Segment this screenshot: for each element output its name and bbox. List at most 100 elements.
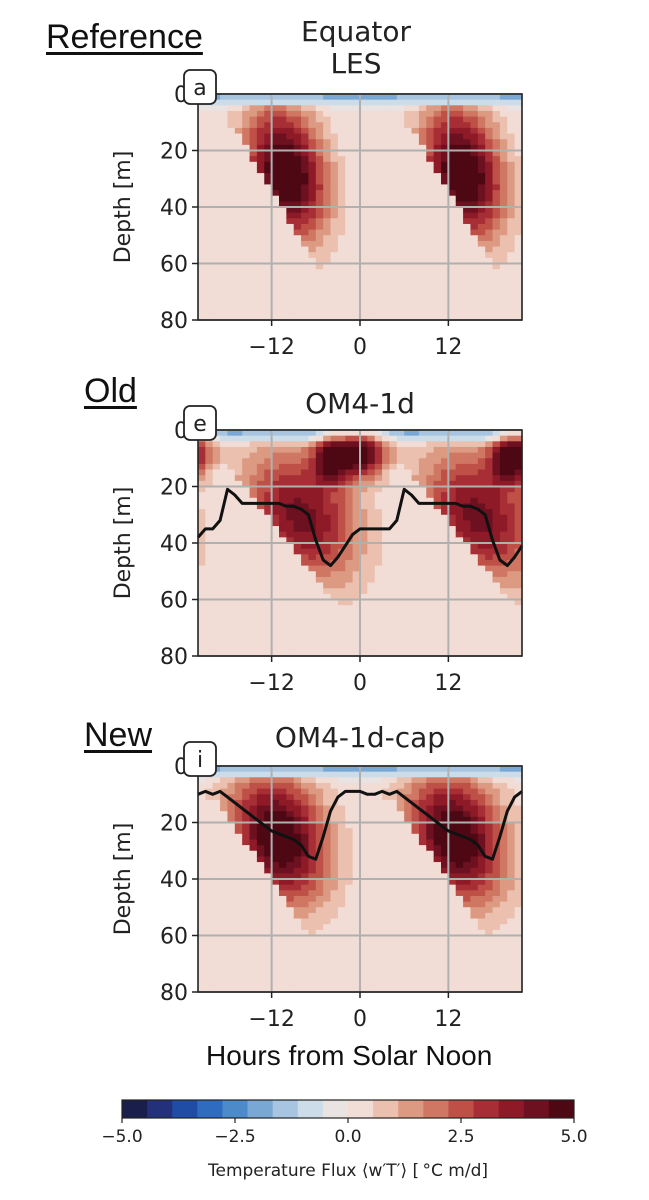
heatmap-cell <box>477 520 486 527</box>
heatmap-cell <box>227 782 236 790</box>
heatmap-cell <box>404 924 413 931</box>
heatmap-cell <box>256 771 265 778</box>
heatmap-cell <box>227 503 236 510</box>
heatmap-cell <box>220 446 229 454</box>
heatmap-cell <box>507 252 516 259</box>
heatmap-cell <box>242 650 251 657</box>
heatmap-cell <box>441 167 449 174</box>
heatmap-cell <box>293 963 302 970</box>
heatmap-cell <box>308 263 317 270</box>
heatmap-cell <box>330 644 339 651</box>
heatmap-cell <box>212 850 221 857</box>
heatmap-cell <box>234 190 243 197</box>
heatmap-cell <box>470 599 479 606</box>
heatmap-cell <box>507 303 516 310</box>
heatmap-cell <box>308 924 317 931</box>
heatmap-cell <box>367 441 376 448</box>
heatmap-cell <box>404 520 413 527</box>
heatmap-cell <box>249 526 258 533</box>
heatmap-cell <box>234 480 243 488</box>
heatmap-cell <box>271 150 280 157</box>
heatmap-cell <box>411 884 420 891</box>
heatmap-cell <box>330 463 339 471</box>
heatmap-cell <box>301 879 310 886</box>
heatmap-cell <box>507 122 516 129</box>
heatmap-cell <box>492 303 501 310</box>
heatmap-cell <box>293 246 302 253</box>
heatmap-cell <box>470 554 479 561</box>
heatmap-cell <box>389 469 398 476</box>
heatmap-cell <box>492 269 501 276</box>
heatmap-cell <box>448 543 457 550</box>
heatmap-cell <box>455 497 464 505</box>
heatmap-cell <box>315 99 324 106</box>
heatmap-cell <box>330 879 339 886</box>
heatmap-cell <box>293 952 302 959</box>
heatmap-cell <box>330 963 339 970</box>
heatmap-cell <box>205 958 214 965</box>
heatmap-cell <box>352 190 361 197</box>
heatmap-cell <box>433 430 442 437</box>
heatmap-cell <box>360 833 368 841</box>
heatmap-cell <box>382 167 391 174</box>
heatmap-cell <box>389 492 398 499</box>
heatmap-cell <box>411 246 420 253</box>
heatmap-cell <box>279 794 287 801</box>
heatmap-cell <box>234 856 243 863</box>
heatmap-cell <box>242 850 251 857</box>
heatmap-cell <box>271 924 280 931</box>
heatmap-cell <box>433 935 442 942</box>
heatmap-cell <box>492 314 501 321</box>
heatmap-cell <box>212 543 221 550</box>
heatmap-cell <box>301 822 310 829</box>
heatmap-cell <box>249 133 258 140</box>
heatmap-cell <box>411 127 420 135</box>
heatmap-cell <box>337 856 346 863</box>
heatmap-cell <box>323 161 332 169</box>
heatmap-cell <box>227 958 236 965</box>
heatmap-cell <box>271 599 280 606</box>
heatmap-cell <box>441 576 449 584</box>
heatmap-cell <box>220 805 229 812</box>
heatmap-cell <box>249 263 258 270</box>
heatmap-cell <box>249 576 258 584</box>
heatmap-cell <box>315 766 324 773</box>
heatmap-cell <box>374 139 383 146</box>
heatmap-cell <box>367 559 376 567</box>
heatmap-cell <box>382 110 391 118</box>
heatmap-cell <box>426 122 435 129</box>
heatmap-cell <box>308 794 317 801</box>
heatmap-cell <box>212 833 221 841</box>
heatmap-cell <box>220 269 229 276</box>
heatmap-cell <box>242 554 251 561</box>
heatmap-cell <box>367 475 376 482</box>
heatmap-cell <box>198 565 206 572</box>
heatmap-cell <box>448 297 457 304</box>
heatmap-cell <box>426 127 435 135</box>
heatmap-cell <box>337 833 346 841</box>
heatmap-cell <box>256 571 265 578</box>
heatmap-cell <box>301 924 310 931</box>
heatmap-cell <box>242 969 251 976</box>
heatmap-cell <box>198 605 206 612</box>
heatmap-cell <box>286 980 295 987</box>
heatmap-cell <box>499 435 508 442</box>
heatmap-cell <box>198 190 206 197</box>
heatmap-cell <box>256 291 265 298</box>
heatmap-cell <box>389 207 398 214</box>
heatmap-cell <box>389 559 398 567</box>
heatmap-cell <box>345 839 354 846</box>
heatmap-cell <box>264 480 273 488</box>
heatmap-cell <box>323 430 332 437</box>
heatmap-cell <box>242 475 251 482</box>
heatmap-cell <box>301 133 310 140</box>
heatmap-cell <box>433 144 442 152</box>
heatmap-cell <box>360 952 368 959</box>
heatmap-cell <box>499 486 508 493</box>
heatmap-cell <box>499 610 508 618</box>
heatmap-cell <box>308 240 317 248</box>
heatmap-cell <box>455 571 464 578</box>
heatmap-cell <box>455 610 464 618</box>
heatmap-cell <box>345 593 354 601</box>
heatmap-cell <box>337 766 346 773</box>
